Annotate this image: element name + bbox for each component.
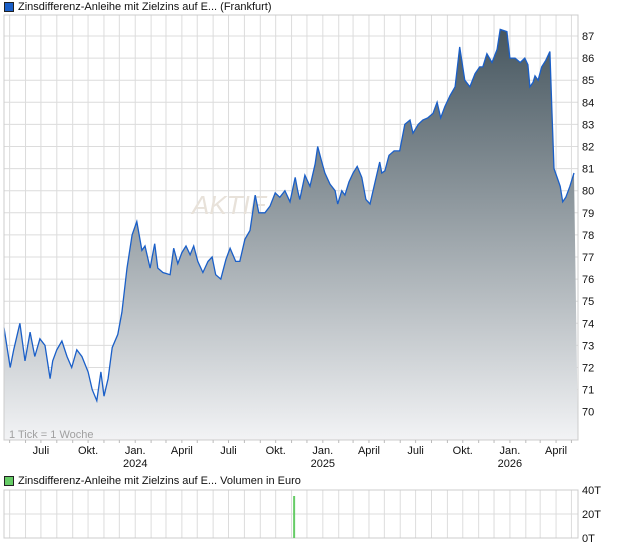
y-tick-label: 85 [582, 75, 594, 87]
y-tick-label: 79 [582, 208, 594, 220]
x-tick-label: April [358, 445, 380, 457]
y-tick-label: 86 [582, 53, 594, 65]
volume-frame [3, 489, 579, 539]
y-tick-label: 87 [582, 31, 594, 43]
x-tick-label: Okt. [78, 445, 98, 457]
x-tick-year: 2024 [123, 458, 147, 470]
x-tick-label: April [171, 445, 193, 457]
y-tick-label: 70 [582, 407, 594, 419]
x-tick-label: Jan. [312, 445, 333, 457]
legend-label: Zinsdifferenz-Anleihe mit Zielzins auf E… [18, 1, 272, 13]
volume-legend: Zinsdifferenz-Anleihe mit Zielzins auf E… [4, 475, 301, 487]
y-tick-label: 74 [582, 318, 594, 330]
y-tick-label: 82 [582, 142, 594, 154]
volume-bar [293, 496, 296, 538]
price-line [3, 28, 575, 404]
x-tick-label: Jan. [125, 445, 146, 457]
tick-note: 1 Tick = 1 Woche [9, 429, 93, 441]
y-tick-label: 77 [582, 252, 594, 264]
x-tick-year: 2025 [311, 458, 335, 470]
y-tick-label: 75 [582, 296, 594, 308]
volume-y-tick-label: 0T [582, 533, 595, 545]
y-tick-label: 83 [582, 119, 594, 131]
y-tick-label: 81 [582, 164, 594, 176]
x-tick-label: Juli [220, 445, 237, 457]
price-area [4, 29, 578, 441]
x-tick-label: Juli [407, 445, 424, 457]
y-tick-label: 78 [582, 230, 594, 242]
legend-swatch [4, 476, 14, 486]
x-tick-label: Juli [33, 445, 50, 457]
x-tick-year: 2026 [498, 458, 522, 470]
y-tick-label: 80 [582, 186, 594, 198]
y-tick-label: 76 [582, 274, 594, 286]
y-tick-label: 73 [582, 340, 594, 352]
main-legend: Zinsdifferenz-Anleihe mit Zielzins auf E… [4, 1, 272, 13]
y-tick-label: 72 [582, 363, 594, 375]
x-tick-label: Jan. [500, 445, 521, 457]
x-tick-label: April [545, 445, 567, 457]
x-tick-label: Okt. [453, 445, 473, 457]
volume-y-tick-label: 20T [582, 509, 601, 521]
x-tick-label: Okt. [266, 445, 286, 457]
y-tick-label: 84 [582, 97, 594, 109]
volume-y-tick-label: 40T [582, 485, 601, 497]
y-tick-label: 71 [582, 385, 594, 397]
legend-label: Zinsdifferenz-Anleihe mit Zielzins auf E… [18, 475, 301, 487]
plot-frame [3, 14, 579, 441]
legend-swatch [4, 2, 14, 12]
